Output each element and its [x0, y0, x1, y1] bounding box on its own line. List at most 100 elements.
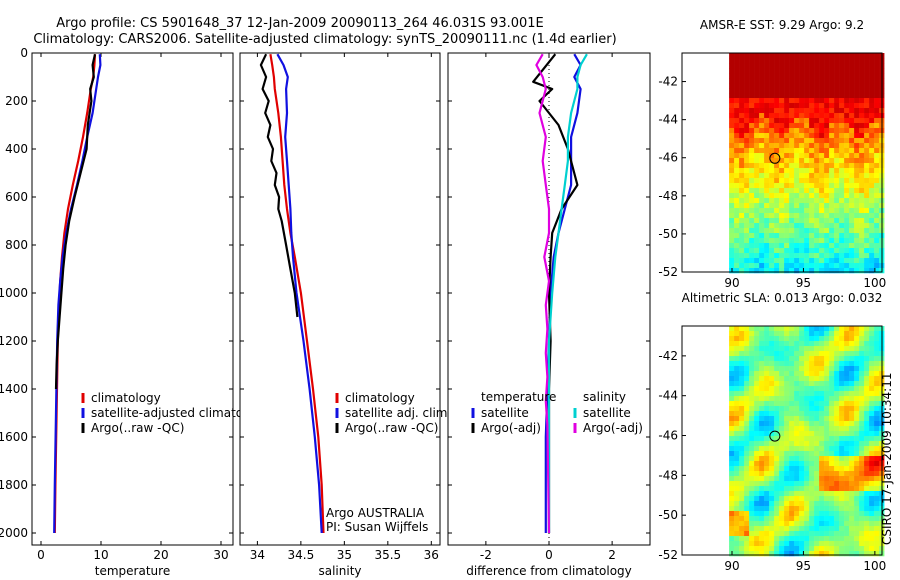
- map-cell: [804, 471, 810, 477]
- map-cell: [754, 431, 760, 437]
- map-cell: [874, 461, 880, 467]
- map-cell: [859, 68, 865, 74]
- map-cell: [734, 113, 740, 119]
- map-cell: [779, 128, 785, 134]
- map-cell: [799, 233, 805, 239]
- map-cell: [819, 73, 825, 79]
- map-cell: [849, 258, 855, 264]
- map-cell: [754, 163, 760, 169]
- map-cell: [854, 501, 860, 507]
- map-cell: [864, 98, 870, 104]
- map-cell: [809, 133, 815, 139]
- map-cell: [829, 471, 835, 477]
- map-cell: [819, 516, 825, 522]
- map-cell: [839, 391, 845, 397]
- map-cell: [734, 58, 740, 64]
- map-cell: [759, 416, 765, 422]
- map-cell: [759, 341, 765, 347]
- map-cell: [729, 53, 735, 59]
- map-cell: [739, 521, 745, 527]
- map-cell: [824, 193, 830, 199]
- map-cell: [839, 396, 845, 402]
- map-cell: [819, 426, 825, 432]
- map-cell: [794, 451, 800, 457]
- map-cell: [849, 123, 855, 129]
- map-cell: [789, 183, 795, 189]
- map-cell: [844, 173, 850, 179]
- map-cell: [784, 53, 790, 59]
- map-cell: [739, 416, 745, 422]
- map-cell: [854, 341, 860, 347]
- map-cell: [864, 228, 870, 234]
- map-cell: [809, 371, 815, 377]
- map-cell: [814, 396, 820, 402]
- map-cell: [824, 376, 830, 382]
- map-cell: [774, 516, 780, 522]
- map-cell: [769, 451, 775, 457]
- map-cell: [739, 158, 745, 164]
- map-cell: [794, 58, 800, 64]
- map-cell: [779, 238, 785, 244]
- map-cell: [844, 506, 850, 512]
- map-cell: [814, 526, 820, 532]
- map-cell: [849, 436, 855, 442]
- map-cell: [844, 466, 850, 472]
- map-cell: [874, 233, 880, 239]
- map-cell: [784, 218, 790, 224]
- map-cell: [789, 78, 795, 84]
- map-cell: [789, 491, 795, 497]
- map-cell: [794, 253, 800, 259]
- map-cell: [754, 456, 760, 462]
- map-cell: [744, 83, 750, 89]
- map-cell: [784, 113, 790, 119]
- map-cell: [794, 78, 800, 84]
- map-cell: [759, 501, 765, 507]
- map-cell: [749, 253, 755, 259]
- map-cell: [734, 361, 740, 367]
- map-cell: [824, 98, 830, 104]
- map-cell: [829, 506, 835, 512]
- map-cell: [734, 326, 740, 332]
- map-cell: [859, 198, 865, 204]
- map-cell: [834, 526, 840, 532]
- map-cell: [819, 511, 825, 517]
- map-cell: [749, 238, 755, 244]
- map-cell: [874, 541, 880, 547]
- map-cell: [814, 123, 820, 129]
- map-cell: [794, 223, 800, 229]
- map-cell: [814, 203, 820, 209]
- series-line-difference-3: [535, 53, 551, 534]
- map-cell: [764, 138, 770, 144]
- map-cell: [834, 123, 840, 129]
- map-cell: [819, 253, 825, 259]
- map-cell: [739, 263, 745, 269]
- map-cell: [779, 83, 785, 89]
- map-cell: [764, 531, 770, 537]
- map-cell: [749, 546, 755, 552]
- map-cell: [809, 446, 815, 452]
- map-cell: [839, 346, 845, 352]
- map-cell: [849, 446, 855, 452]
- map-cell: [829, 341, 835, 347]
- map-cell: [799, 88, 805, 94]
- map-cell: [809, 401, 815, 407]
- map-cell: [734, 73, 740, 79]
- map-cell: [789, 401, 795, 407]
- map-cell: [834, 118, 840, 124]
- map-cell: [814, 351, 820, 357]
- map-cell: [874, 441, 880, 447]
- argo-location-marker-sst: [769, 152, 781, 164]
- map-cell: [834, 203, 840, 209]
- map-cell: [774, 68, 780, 74]
- map-cell: [864, 436, 870, 442]
- map-cell: [864, 366, 870, 372]
- map-cell: [789, 351, 795, 357]
- map-y-tick-label-sla: -42: [658, 349, 678, 363]
- map-cell: [854, 208, 860, 214]
- map-cell: [864, 68, 870, 74]
- map-cell: [849, 346, 855, 352]
- map-cell: [814, 481, 820, 487]
- map-cell: [844, 98, 850, 104]
- map-cell: [769, 401, 775, 407]
- map-cell: [789, 258, 795, 264]
